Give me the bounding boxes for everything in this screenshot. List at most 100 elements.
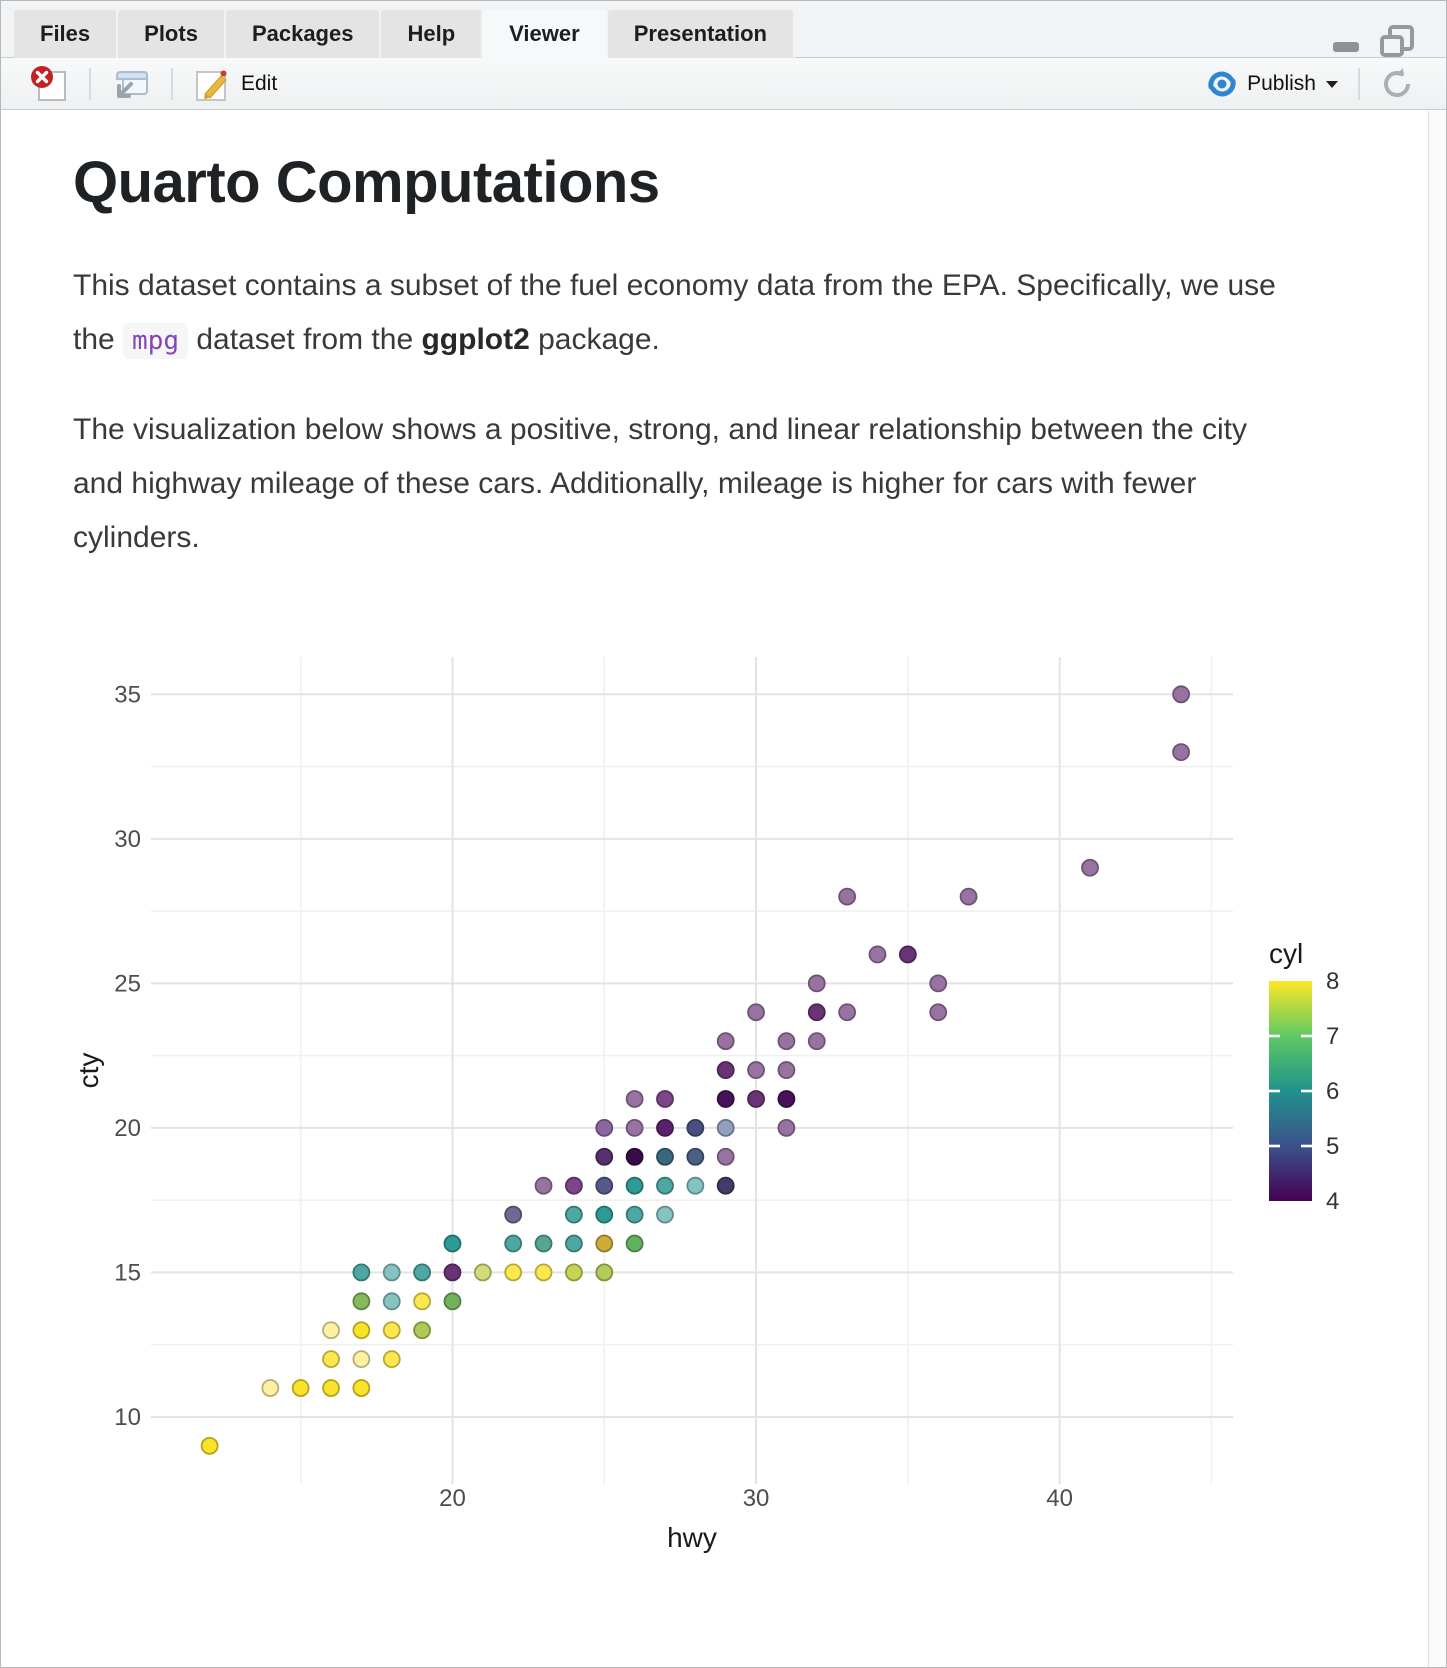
refresh-icon: [1384, 67, 1410, 97]
tab-files[interactable]: Files: [14, 10, 119, 58]
data-point: [716, 1032, 735, 1051]
data-point: [352, 1263, 371, 1282]
data-point: [807, 1003, 826, 1022]
data-point: [868, 945, 887, 964]
data-point: [1081, 858, 1099, 877]
x-axis-title: hwy: [667, 1522, 717, 1553]
data-point: [382, 1263, 401, 1282]
inline-code-mpg: mpg: [123, 323, 189, 359]
y-tick-label: 15: [114, 1259, 141, 1286]
data-point: [534, 1263, 553, 1282]
legend-tick-label: 8: [1326, 968, 1339, 995]
data-point: [777, 1032, 796, 1051]
data-point: [686, 1147, 705, 1166]
data-point: [716, 1176, 735, 1195]
pane-tab-strip: Files Plots Packages Help Viewer Presentation: [1, 1, 1446, 58]
tab-help[interactable]: Help: [381, 10, 484, 58]
scatter-plot-hwy-vs-cty: 10 15 20 25 30 35 20 30 40 hwy cty cyl 8 7 6 5 4: [73, 657, 1339, 1553]
data-point: [352, 1321, 371, 1340]
clear-viewer-icon: [31, 65, 66, 101]
publish-button[interactable]: Publish: [1199, 64, 1346, 104]
data-point: [595, 1234, 614, 1253]
data-point: [322, 1379, 340, 1397]
data-point: [291, 1379, 310, 1397]
publish-icon: [1208, 71, 1236, 96]
pane-tabs: Files Plots Packages Help Viewer Presentation: [14, 10, 795, 58]
data-point: [656, 1147, 674, 1166]
legend-tick-label: 6: [1326, 1078, 1339, 1105]
data-point: [352, 1292, 371, 1311]
open-in-new-window-button[interactable]: [105, 61, 157, 107]
data-point: [898, 945, 917, 964]
toolbar-separator: [89, 67, 91, 100]
dropdown-caret-icon: [1326, 80, 1338, 88]
data-point: [443, 1263, 462, 1282]
data-point: [473, 1263, 492, 1282]
tab-viewer[interactable]: Viewer: [483, 10, 608, 58]
data-point: [747, 1061, 765, 1079]
data-point: [716, 1147, 735, 1166]
data-point: [382, 1292, 401, 1311]
edit-button[interactable]: Edit: [187, 61, 283, 107]
data-point: [565, 1176, 583, 1195]
data-point: [504, 1205, 523, 1224]
data-point: [625, 1147, 644, 1166]
legend-tick-label: 4: [1326, 1188, 1339, 1215]
data-point: [565, 1263, 583, 1282]
data-point: [777, 1118, 796, 1137]
data-point: [716, 1118, 735, 1137]
data-point: [382, 1321, 401, 1340]
data-point: [565, 1234, 583, 1253]
clear-viewer-button[interactable]: [23, 61, 75, 107]
data-point: [443, 1292, 462, 1311]
data-point: [352, 1350, 371, 1369]
paragraph-2: The visualization below shows a positive…: [73, 413, 1247, 554]
data-point: [322, 1350, 340, 1369]
y-tick-label: 30: [114, 826, 141, 853]
data-point: [929, 1003, 948, 1022]
data-point: [595, 1118, 614, 1137]
refresh-button[interactable]: [1372, 62, 1422, 106]
data-point: [534, 1234, 553, 1253]
edit-label: Edit: [241, 71, 278, 95]
y-tick-label: 35: [114, 681, 141, 708]
y-axis-title: cty: [73, 1053, 104, 1089]
data-point: [777, 1090, 796, 1108]
tab-plots[interactable]: Plots: [118, 10, 226, 58]
data-point: [777, 1061, 796, 1079]
minimize-icon[interactable]: [1330, 26, 1362, 58]
legend-tick-label: 7: [1326, 1023, 1339, 1050]
data-point: [716, 1090, 735, 1108]
toolbar-separator: [1358, 67, 1360, 100]
data-point: [413, 1292, 432, 1311]
data-point: [959, 887, 978, 906]
data-point: [656, 1176, 674, 1195]
data-point: [656, 1205, 674, 1224]
pane-right-gutter: [1428, 111, 1446, 1667]
data-point: [382, 1350, 401, 1369]
data-point: [625, 1118, 644, 1137]
legend-title: cyl: [1269, 938, 1303, 969]
x-tick-label: 30: [743, 1485, 770, 1512]
open-in-new-window-icon: [116, 70, 148, 98]
data-point: [1172, 685, 1190, 704]
data-point: [747, 1090, 765, 1108]
data-point: [838, 1003, 857, 1022]
data-point: [413, 1263, 432, 1282]
viewer-toolbar: Edit Publish: [1, 58, 1446, 110]
data-point: [352, 1379, 371, 1397]
page-title: Quarto Computations: [73, 150, 660, 215]
data-point: [686, 1118, 705, 1137]
x-tick-label: 20: [439, 1485, 466, 1512]
tab-presentation[interactable]: Presentation: [607, 10, 795, 58]
data-point: [686, 1176, 705, 1195]
paragraph-1: This dataset contains a subset of the fu…: [73, 259, 1298, 368]
x-tick-label: 40: [1046, 1485, 1073, 1512]
tab-packages[interactable]: Packages: [225, 10, 382, 58]
data-point: [625, 1176, 644, 1195]
data-point: [656, 1090, 674, 1108]
publish-label: Publish: [1247, 71, 1316, 95]
maximize-restore-icon[interactable]: [1380, 25, 1414, 59]
data-point: [625, 1090, 644, 1108]
